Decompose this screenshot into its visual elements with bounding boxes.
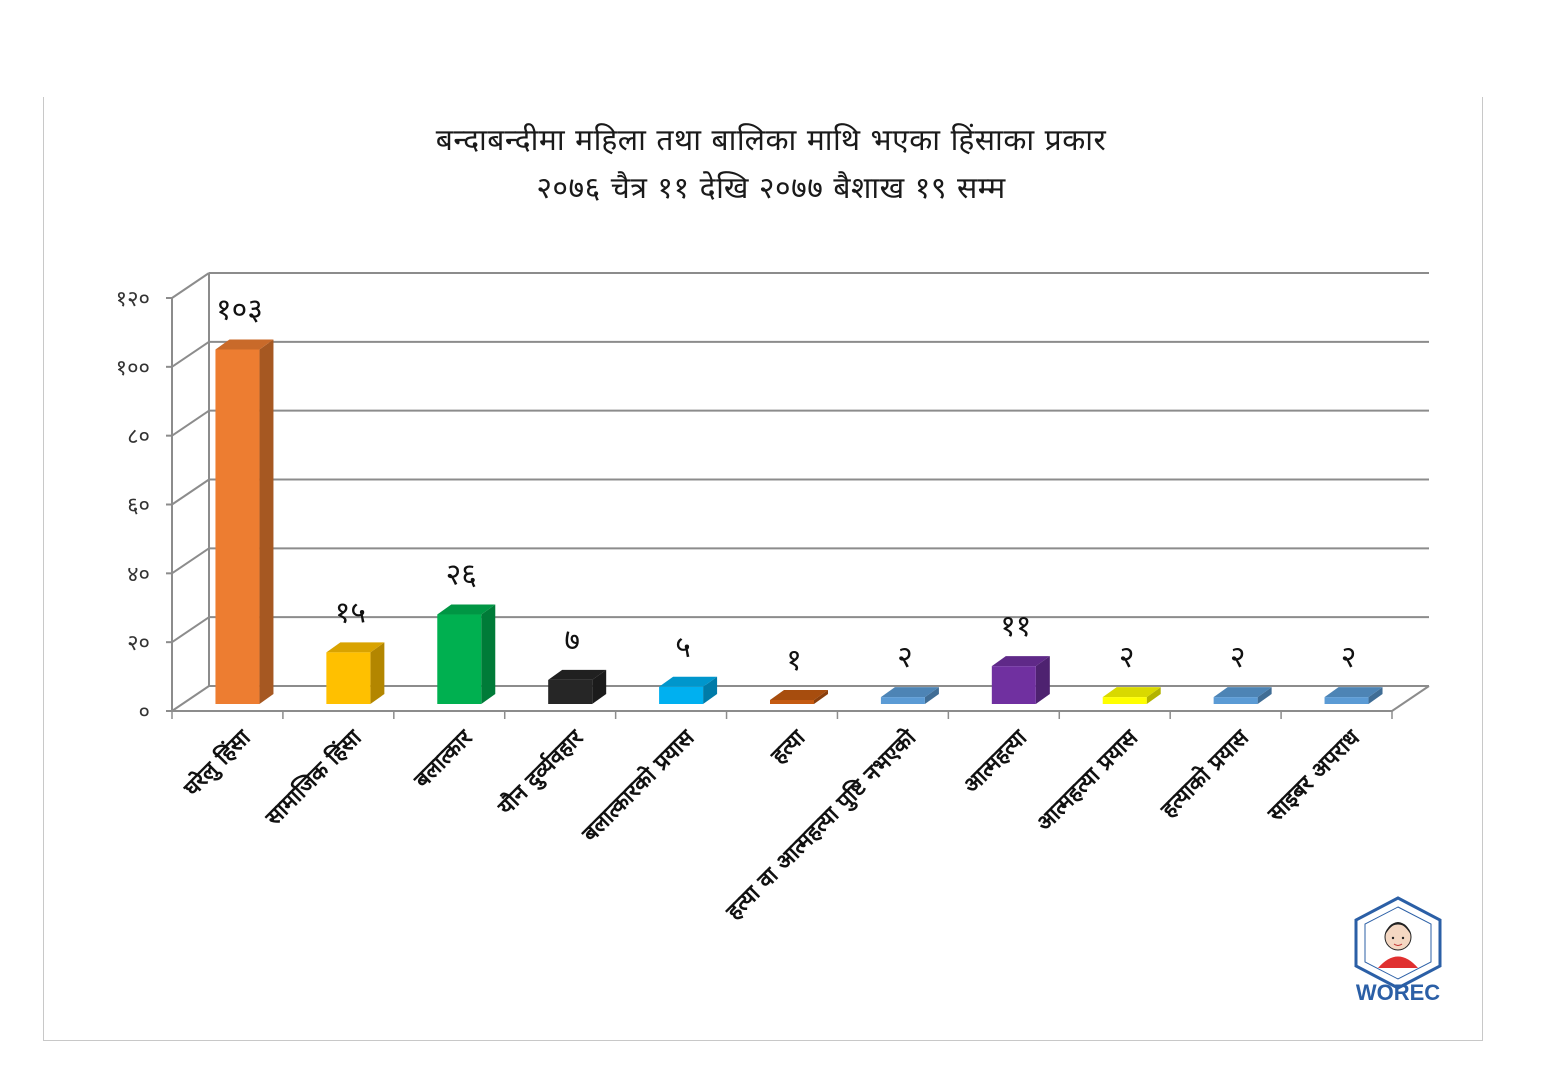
y-tick-label: २० — [127, 631, 150, 656]
bar — [770, 700, 814, 704]
y-tick-label: ६० — [127, 494, 150, 519]
category-label: सामाजिक हिंसा — [259, 723, 367, 831]
chart-frame — [43, 97, 1483, 1041]
grid-depth-line — [171, 478, 210, 506]
floor-depth-line — [1391, 685, 1430, 712]
bar-side — [1035, 656, 1050, 704]
chart-title: बन्दाबन्दीमा महिला तथा बालिका माथि भएका … — [435, 123, 1107, 158]
bar-top — [1213, 687, 1272, 698]
bar-top — [880, 687, 939, 698]
bar — [1213, 697, 1258, 704]
category-label: आत्महत्या प्रयास — [1032, 725, 1144, 837]
data-label: २ — [1341, 640, 1357, 675]
bar — [215, 349, 260, 704]
bar — [326, 652, 371, 704]
y-tick-label: १०० — [116, 356, 150, 381]
bar-top — [437, 604, 496, 615]
grid-depth-line — [171, 685, 210, 712]
bar — [1324, 697, 1369, 704]
category-label: बलात्कार — [409, 725, 478, 794]
category-label: घरेलु हिंसा — [178, 723, 258, 803]
grid-depth-line — [171, 547, 210, 575]
bar — [991, 666, 1036, 704]
bar-side — [924, 687, 939, 704]
bar-side — [481, 604, 496, 704]
data-label: २ — [1119, 640, 1135, 675]
y-tick-label: १२० — [116, 287, 150, 312]
bar-side — [814, 690, 828, 704]
bar-side — [370, 642, 385, 704]
grid-depth-line — [171, 616, 210, 643]
bar — [659, 686, 704, 704]
category-label: साइबर अपराध — [1263, 725, 1366, 828]
data-label: १५ — [335, 595, 366, 630]
data-label: ५ — [675, 630, 691, 665]
data-label: २६ — [446, 558, 477, 593]
bar-top — [215, 339, 274, 350]
bar — [548, 679, 593, 704]
bar-side — [592, 669, 607, 704]
grid-depth-line — [171, 341, 210, 368]
bar-side — [1257, 687, 1272, 704]
bar-top — [991, 656, 1050, 667]
bar — [1102, 697, 1147, 704]
grid-depth-line — [171, 409, 210, 437]
bar-top — [1324, 687, 1383, 698]
bar-top — [659, 676, 718, 687]
bar-side — [1146, 687, 1161, 704]
bar-top — [548, 669, 607, 680]
chart-subtitle: २०७६ चैत्र ११ देखि २०७७ बैशाख १९ सम्म — [536, 171, 1006, 206]
category-label: हत्याको प्रयास — [1154, 723, 1254, 823]
data-label: २ — [1230, 640, 1246, 675]
data-label: १ — [786, 643, 802, 678]
bar-top — [326, 642, 385, 653]
bar-top — [770, 690, 828, 700]
data-label: १०३ — [216, 293, 263, 328]
bar-top — [1102, 687, 1161, 698]
bar — [880, 697, 925, 704]
y-tick-label: ० — [139, 700, 150, 725]
category-label: हत्या वा आत्महत्या पुष्टि नभएको — [720, 723, 923, 926]
data-label: ७ — [564, 623, 580, 658]
data-label: ११ — [1000, 609, 1031, 644]
category-label: हत्या — [766, 725, 811, 770]
worec-logo — [1354, 896, 1442, 990]
data-label: २ — [897, 640, 913, 675]
category-label: बलात्कारको प्रयास — [576, 723, 700, 847]
worec-logo-text: WOREC — [1355, 980, 1441, 1005]
bar-side — [1368, 687, 1383, 704]
bar — [437, 614, 482, 704]
y-tick-label: ४० — [127, 562, 150, 587]
bar-side — [259, 339, 274, 704]
category-label: यौन दुर्व्यवहार — [492, 723, 590, 821]
bar-side — [703, 676, 718, 704]
y-tick-label: ८० — [127, 425, 150, 450]
category-label: आत्महत्या — [959, 725, 1033, 799]
grid-depth-line — [171, 272, 210, 299]
